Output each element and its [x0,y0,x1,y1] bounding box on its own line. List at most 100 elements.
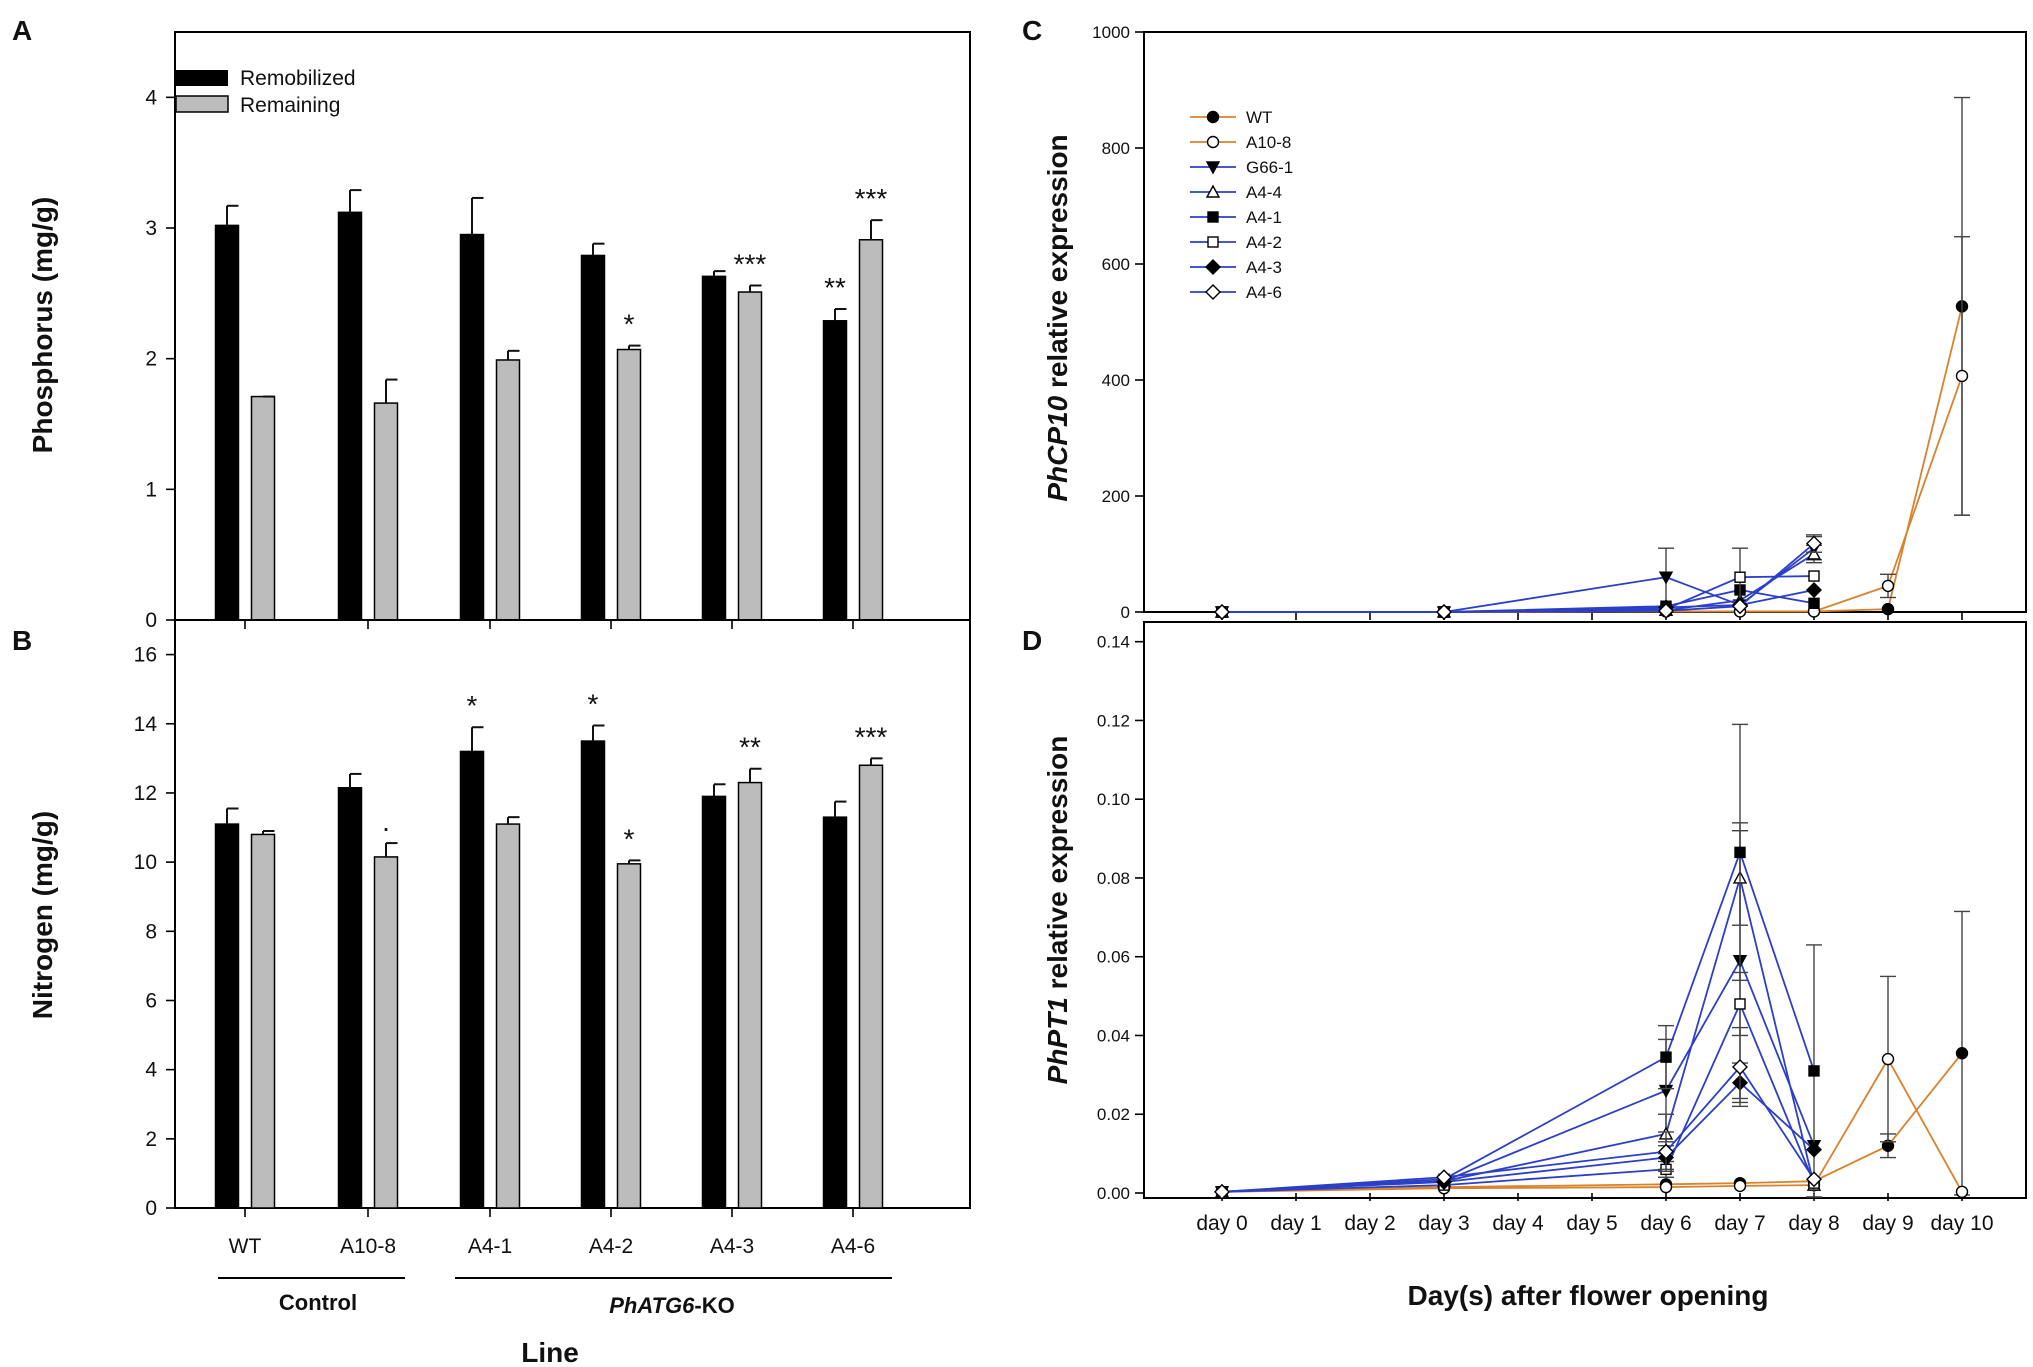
group-label-knockout: PhATG6-KO [609,1293,734,1318]
panel-a-frame [174,31,971,621]
x-tick-label: day 9 [1862,1212,1913,1235]
data-point [1806,535,1822,552]
legend-label-remaining: Remaining [240,94,340,117]
y-tick-label: 0.02 [1097,1105,1130,1124]
panel-b-letter: B [12,625,32,656]
y-tick-label: 12 [134,782,157,805]
panel-a-bars: ********* [214,183,887,621]
significance-mark: * [624,309,635,340]
panel-b-x-axis: WT A10-8 A4-1 A4-2 A4-3 A4-6 [229,1235,876,1258]
panel-c: C 0 200 400 600 800 1000 WT A10-8 G66-1 A4-4 A4-1… [1022,15,2027,622]
significance-mark: ** [739,732,761,763]
panel-a-y-axis: 0 1 2 3 4 [145,86,854,632]
series-line [1221,1081,1815,1193]
data-point [1955,1047,1969,1060]
y-tick-label: 1 [145,478,157,501]
panel-c-series [1214,96,1970,620]
legend-label: A10-8 [1246,133,1291,152]
data-point [1660,1051,1672,1063]
y-tick-label: 4 [145,1059,157,1082]
data-point [1881,579,1895,593]
series-line [1221,958,1815,1193]
bar-remaining [616,348,642,621]
legend-label: A4-3 [1246,258,1282,277]
y-tick-label: 14 [134,713,158,736]
y-tick-label: 400 [1102,371,1130,390]
legend-marker [1207,211,1219,223]
data-point [1806,1141,1822,1158]
legend-marker [1205,259,1221,275]
bar-remaining [373,856,399,1209]
y-tick-label: 10 [134,851,157,874]
panel-b-xlabel: Line [521,1337,579,1367]
data-point [1806,581,1822,598]
x-tick-label: day 6 [1640,1212,1691,1235]
significance-mark: *** [855,721,888,752]
bar-remobilized [822,816,848,1209]
significance-mark: ** [824,272,846,303]
y-tick-label: 800 [1102,139,1130,158]
bar-remobilized [337,211,363,621]
series-a10-8 [1215,236,1970,619]
bar-remobilized [701,275,727,621]
bar-remaining [858,764,884,1209]
group-label-knockout-gene: PhATG6 [609,1293,695,1318]
x-tick-label: day 10 [1930,1212,1993,1235]
panel-a-letter: A [12,15,32,46]
bar-remobilized [701,795,727,1209]
x-tick-label: A4-6 [831,1235,875,1258]
bar-remaining [737,781,763,1209]
y-tick-label: 1000 [1092,23,1130,42]
panel-c-letter: C [1022,15,1042,46]
y-tick-label: 16 [134,644,157,667]
y-tick-label: 0 [1121,603,1130,622]
panel-b-y-axis: 0 2 4 6 8 10 12 14 16 [134,644,854,1220]
legend-label: A4-2 [1246,233,1282,252]
panel-d: D 0.00 0.02 0.04 0.06 0.08 0.10 0.12 0.14 day 0… [1022,621,2027,1311]
bar-remaining [250,833,276,1209]
bar-remobilized [580,740,606,1209]
x-tick-label: day 4 [1492,1212,1544,1235]
data-point [1734,571,1746,583]
data-point [1808,1065,1820,1077]
series-a4-3 [1214,1062,1822,1200]
x-tick-label: WT [229,1235,262,1258]
panel-d-series [1214,723,1970,1200]
legend-marker [1206,135,1220,149]
data-point [1732,1058,1748,1075]
y-tick-label: 2 [145,348,157,371]
panel-c-frame [1143,31,2027,613]
significance-mark: *** [734,248,767,279]
x-tick-label: A4-3 [710,1235,754,1258]
series-line [1221,1057,1963,1193]
bar-remaining [616,863,642,1209]
y-tick-label: 4 [145,86,157,109]
panel-c-ylabel: PhCP10 relative expression [1042,134,1073,501]
bar-remaining [373,402,399,621]
data-point [1658,602,1674,619]
y-tick-label: 0.08 [1097,869,1130,888]
bar-remaining [858,239,884,621]
series-wt [1215,96,1970,619]
y-tick-label: 3 [145,217,157,240]
legend-label: WT [1246,108,1272,127]
legend-marker [1205,161,1221,175]
bar-remaining [495,359,521,621]
bar-remobilized [214,823,240,1209]
data-point [1732,598,1748,615]
data-point [1955,1185,1969,1199]
panel-d-letter: D [1022,625,1042,656]
series-line [1222,306,1963,613]
legend-label: A4-1 [1246,208,1282,227]
series-a4-1 [1216,723,1822,1198]
x-tick-label: day 7 [1714,1212,1765,1235]
significance-mark: * [467,690,478,721]
legend-swatch-remaining [175,95,229,113]
legend-marker [1205,184,1221,198]
y-tick-label: 0.00 [1097,1184,1130,1203]
y-tick-label: 8 [145,920,157,943]
x-tick-label: day 5 [1566,1212,1617,1235]
y-tick-label: 200 [1102,487,1130,506]
